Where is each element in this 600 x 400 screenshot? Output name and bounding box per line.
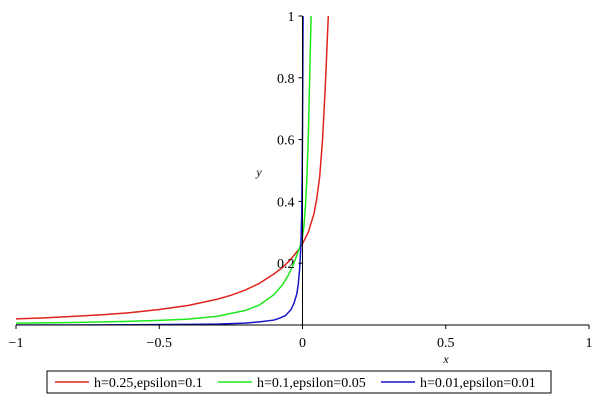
legend-label: h=0.01,epsilon=0.01 bbox=[420, 376, 536, 391]
plot-curves bbox=[16, 15, 330, 325]
y-tick-label: 0.6 bbox=[277, 134, 295, 149]
y-tick-label: 0.4 bbox=[277, 195, 295, 210]
x-tick-label: 0 bbox=[299, 336, 306, 351]
y-tick-label: 1 bbox=[288, 10, 295, 25]
x-tick-label: 1 bbox=[586, 336, 593, 351]
axes bbox=[16, 16, 589, 326]
x-tick-label: 0.5 bbox=[437, 336, 455, 351]
y-tick-label: 0.2 bbox=[277, 257, 295, 272]
y-tick-label: 0.8 bbox=[277, 72, 295, 87]
legend: h=0.25,epsilon=0.1 h=0.1,epsilon=0.05 h=0.… bbox=[46, 370, 552, 394]
x-tick-label: −0.5 bbox=[147, 336, 172, 351]
x-axis-label: x bbox=[442, 352, 449, 366]
y-axis-label: y bbox=[255, 165, 262, 179]
series-line-2 bbox=[16, 15, 312, 324]
x-tick-label: −1 bbox=[9, 336, 24, 351]
y-ticks: 0.2 0.4 0.6 0.8 1 bbox=[277, 10, 303, 272]
series-line-1 bbox=[16, 15, 330, 320]
legend-box bbox=[46, 370, 552, 394]
x-ticks: −1 −0.5 0 0.5 1 bbox=[9, 325, 593, 351]
legend-label: h=0.25,epsilon=0.1 bbox=[94, 376, 203, 391]
legend-label: h=0.1,epsilon=0.05 bbox=[257, 376, 366, 391]
